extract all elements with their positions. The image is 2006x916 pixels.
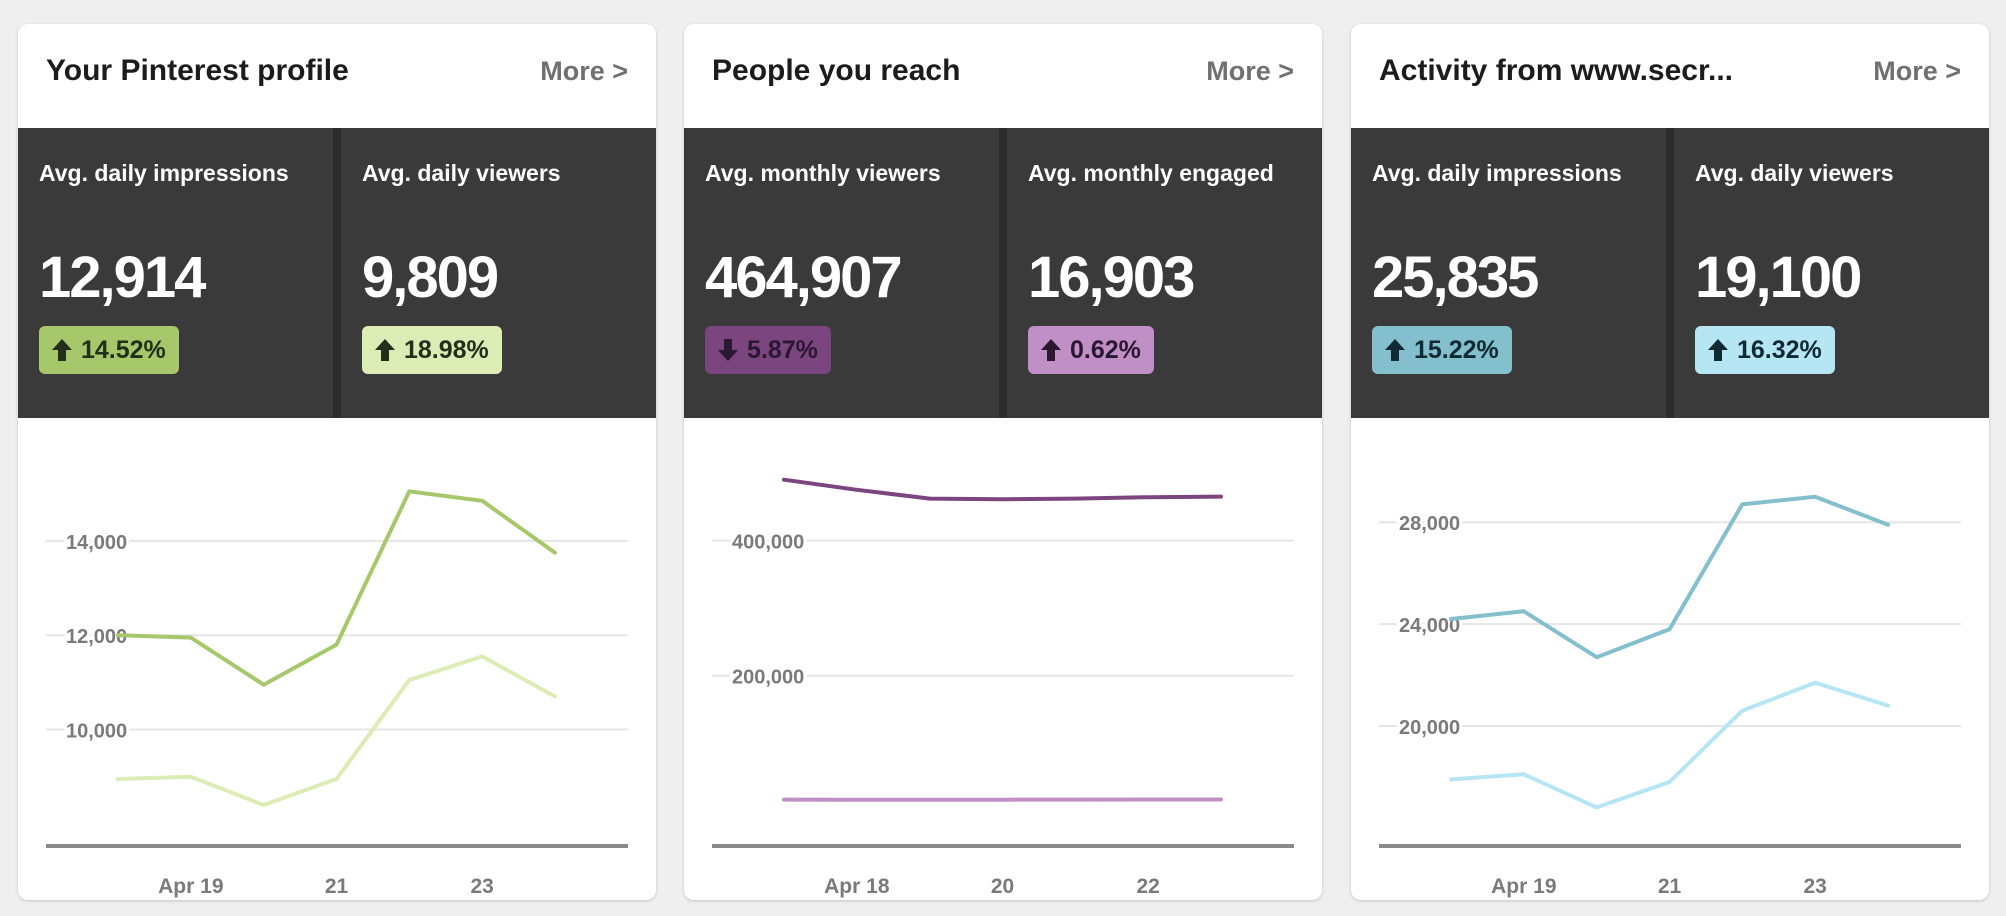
stats-panel: Avg. daily impressions 12,914 14.52% Avg…: [18, 128, 656, 418]
line-chart: 200,000 400,000 Apr 18 20 22: [684, 418, 1322, 900]
change-badge: 0.62%: [1028, 326, 1154, 374]
stat-label: Avg. daily viewers: [1695, 160, 1894, 186]
card-people-you-reach: People you reach More > Avg. monthly vie…: [684, 24, 1322, 900]
card-pinterest-profile: Your Pinterest profile More > Avg. daily…: [18, 24, 656, 900]
change-percent: 5.87%: [747, 335, 818, 364]
y-tick-label: 14,000: [66, 532, 127, 554]
series-line: [1449, 494, 1890, 660]
line-chart: 20,000 24,000 28,000 Apr 19 21 23: [1351, 418, 1989, 900]
series-line: [1449, 680, 1890, 810]
change-badge: 16.32%: [1695, 326, 1835, 374]
stat-value: 25,835: [1372, 245, 1539, 310]
y-tick-label: 200,000: [732, 667, 804, 689]
y-tick-label: 28,000: [1399, 513, 1460, 535]
stat-avg-daily-viewers[interactable]: Avg. daily viewers 19,100 16.32%: [1674, 128, 1989, 418]
x-tick-label: 23: [1803, 875, 1826, 898]
x-tick-label: Apr 18: [824, 875, 890, 898]
card-title: People you reach: [712, 54, 961, 87]
stat-avg-monthly-viewers[interactable]: Avg. monthly viewers 464,907 5.87%: [684, 128, 999, 418]
change-percent: 15.22%: [1414, 335, 1499, 364]
arrow-down-icon: [718, 339, 738, 361]
arrow-up-icon: [375, 339, 395, 361]
chart-svg: 10,000 12,000 14,000 Apr 19 21 23: [46, 489, 628, 898]
x-tick-label: 23: [470, 875, 493, 898]
x-tick-label: 20: [991, 875, 1014, 898]
change-percent: 18.98%: [404, 335, 489, 364]
change-percent: 16.32%: [1737, 335, 1822, 364]
stat-value: 16,903: [1028, 245, 1195, 310]
stat-divider: [333, 128, 341, 418]
x-tick-label: 21: [1658, 875, 1682, 898]
x-tick-label: Apr 19: [158, 875, 223, 898]
card-website-activity: Activity from www.secr... More > Avg. da…: [1351, 24, 1989, 900]
chart-svg: 200,000 400,000 Apr 18 20 22: [712, 477, 1294, 898]
y-tick-label: 20,000: [1399, 717, 1460, 739]
stat-label: Avg. monthly engaged: [1028, 160, 1274, 186]
change-badge: 14.52%: [39, 326, 179, 374]
stat-avg-daily-impressions[interactable]: Avg. daily impressions 12,914 14.52%: [18, 128, 333, 418]
stat-divider: [1666, 128, 1674, 418]
more-link[interactable]: More >: [540, 56, 628, 86]
stat-avg-daily-impressions[interactable]: Avg. daily impressions 25,835 15.22%: [1351, 128, 1666, 418]
line-chart: 10,000 12,000 14,000 Apr 19 21 23: [18, 418, 656, 900]
x-tick-label: 22: [1136, 875, 1159, 898]
stat-value: 464,907: [705, 245, 903, 310]
x-tick-label: Apr 19: [1491, 875, 1556, 898]
stat-label: Avg. monthly viewers: [705, 160, 941, 186]
stat-value: 12,914: [39, 245, 206, 310]
card-header: People you reach More >: [684, 24, 1322, 128]
y-tick-label: 12,000: [66, 626, 127, 648]
change-badge: 15.22%: [1372, 326, 1512, 374]
arrow-up-icon: [1041, 339, 1061, 361]
stats-panel: Avg. daily impressions 25,835 15.22% Avg…: [1351, 128, 1989, 418]
card-title: Your Pinterest profile: [46, 54, 349, 87]
y-tick-label: 24,000: [1399, 615, 1460, 637]
chart-svg: 20,000 24,000 28,000 Apr 19 21 23: [1379, 494, 1961, 898]
more-link[interactable]: More >: [1206, 56, 1294, 86]
more-link[interactable]: More >: [1873, 56, 1961, 86]
y-tick-label: 10,000: [66, 721, 127, 743]
card-header: Your Pinterest profile More >: [18, 24, 656, 128]
arrow-up-icon: [1708, 339, 1728, 361]
change-percent: 0.62%: [1070, 335, 1141, 364]
stat-divider: [999, 128, 1007, 418]
stats-panel: Avg. monthly viewers 464,907 5.87% Avg. …: [684, 128, 1322, 418]
stat-avg-monthly-engaged[interactable]: Avg. monthly engaged 16,903 0.62%: [1007, 128, 1322, 418]
change-badge: 5.87%: [705, 326, 831, 374]
series-line: [116, 654, 557, 807]
stat-label: Avg. daily impressions: [39, 160, 289, 186]
series-line: [116, 489, 557, 687]
arrow-up-icon: [1385, 339, 1405, 361]
stat-avg-daily-viewers[interactable]: Avg. daily viewers 9,809 18.98%: [341, 128, 656, 418]
card-header: Activity from www.secr... More >: [1351, 24, 1989, 128]
card-title: Activity from www.secr...: [1379, 54, 1734, 87]
y-tick-label: 400,000: [732, 532, 804, 554]
change-badge: 18.98%: [362, 326, 502, 374]
arrow-up-icon: [52, 339, 72, 361]
stat-value: 9,809: [362, 245, 499, 310]
series-line: [782, 477, 1223, 502]
stat-value: 19,100: [1695, 245, 1862, 310]
stat-label: Avg. daily impressions: [1372, 160, 1622, 186]
change-percent: 14.52%: [81, 335, 166, 364]
stat-label: Avg. daily viewers: [362, 160, 561, 186]
x-tick-label: 21: [325, 875, 349, 898]
